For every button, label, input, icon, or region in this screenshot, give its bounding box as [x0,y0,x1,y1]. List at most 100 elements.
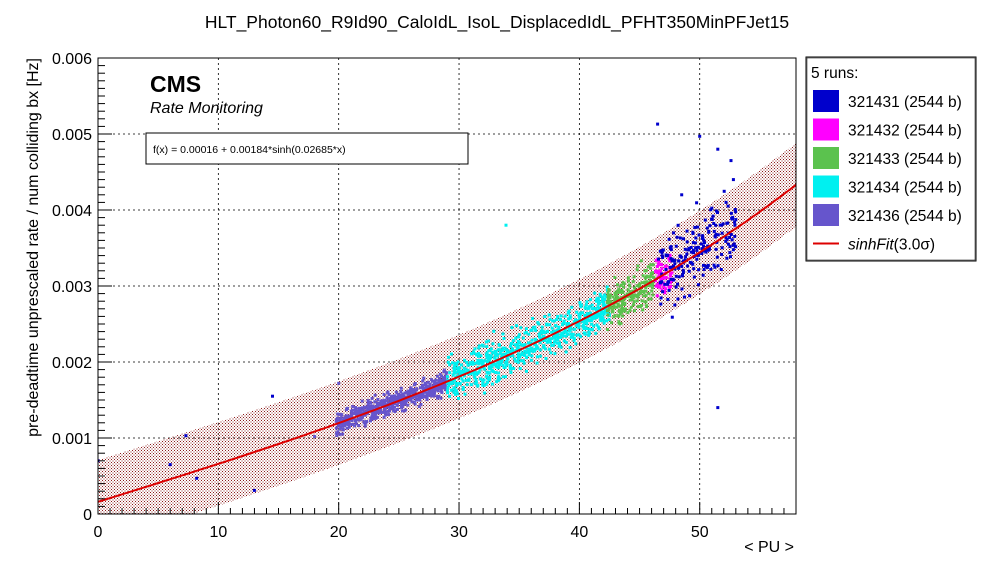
data-point [369,416,373,420]
data-point [578,301,582,305]
data-point [554,329,558,333]
data-point [556,338,560,342]
data-point [664,276,668,280]
data-point [486,339,490,343]
data-point [725,256,729,260]
data-point [392,399,395,402]
data-point [453,388,457,391]
data-point [384,413,388,417]
data-point [530,348,533,352]
data-point [616,297,620,301]
data-point [393,402,397,406]
data-point [494,371,498,374]
data-point [602,321,606,325]
data-point [492,363,496,367]
data-point [519,326,523,330]
data-point [339,416,343,420]
data-point [509,370,513,374]
data-point [505,361,509,365]
data-point [481,381,485,385]
data-point [562,334,566,338]
data-point [538,354,542,358]
data-point [731,248,735,252]
data-point [683,247,687,251]
data-point [647,297,651,301]
data-point [556,335,560,339]
data-point [516,352,520,356]
data-point [536,355,539,359]
data-point [488,375,492,379]
data-point [724,239,728,243]
data-point [706,263,710,267]
data-point [346,406,349,410]
data-point [716,211,719,214]
data-point [470,352,474,356]
data-point [426,380,430,384]
data-point [644,294,648,298]
data-point [457,397,460,400]
data-point [685,229,689,233]
data-point [716,264,720,268]
data-point [527,350,531,354]
data-point [725,221,729,225]
data-point [425,393,429,397]
data-point [617,322,621,326]
data-point [511,339,515,343]
data-point [428,384,432,388]
data-point [577,325,581,329]
data-point [439,379,443,383]
data-point [438,372,442,376]
data-point [581,324,585,328]
data-point [680,264,684,268]
data-point [677,266,680,270]
data-point [399,390,403,394]
data-point [598,312,602,316]
data-point [423,390,427,394]
data-point [687,269,691,273]
data-point [641,308,645,312]
data-point [360,399,364,403]
data-point [662,276,666,280]
data-point [357,424,361,427]
data-point [540,325,544,329]
data-point [435,395,439,399]
data-point [599,319,603,323]
data-point [454,366,458,370]
data-point [674,285,678,289]
data-point [383,398,387,402]
data-point [341,424,345,428]
data-point [466,372,470,376]
data-point [516,357,520,361]
data-point [585,327,589,330]
data-point [514,359,518,363]
data-point [342,421,346,425]
data-point [378,408,382,412]
data-point [456,366,460,370]
data-point [382,393,386,396]
data-point [633,286,636,290]
data-point [701,273,705,277]
data-point [686,264,690,268]
data-point [639,291,642,295]
data-point [491,342,495,346]
data-point [417,405,421,409]
data-point [622,282,626,285]
data-point [463,367,467,371]
data-point [579,305,583,309]
data-point [632,300,636,304]
data-point [652,275,655,279]
data-point [657,271,661,275]
data-point [655,294,659,298]
data-point [562,330,566,334]
data-point [497,371,501,375]
data-point [358,411,361,414]
data-point [678,236,682,240]
data-point [661,256,665,259]
data-point [444,375,448,379]
data-point [732,242,736,246]
data-point [613,314,617,318]
data-point [356,417,360,421]
data-point [596,312,600,316]
data-point [606,313,610,317]
data-point [664,253,668,257]
